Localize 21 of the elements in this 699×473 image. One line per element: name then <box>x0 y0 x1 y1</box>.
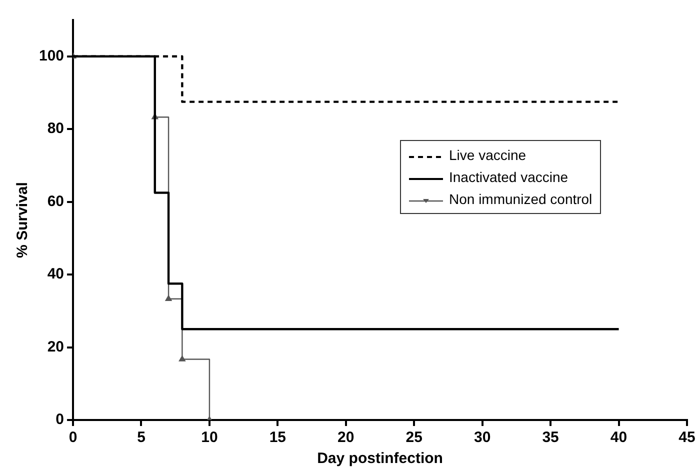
x-tick-label: 0 <box>68 429 78 446</box>
x-tick-label: 45 <box>678 429 696 446</box>
x-tick-label: 5 <box>137 429 146 446</box>
legend-label: Inactivated vaccine <box>449 168 568 187</box>
legend-label: Live vaccine <box>449 146 526 165</box>
x-tick-label: 25 <box>406 429 422 446</box>
y-axis-title: % Survival <box>14 182 32 258</box>
x-tick-label: 20 <box>338 429 354 446</box>
y-tick-label: 80 <box>47 120 64 138</box>
x-tick-label: 15 <box>269 429 286 446</box>
x-tick-label: 30 <box>474 429 491 446</box>
y-tick-label: 0 <box>56 411 64 428</box>
x-tick-label: 10 <box>201 429 218 446</box>
legend-label: Non immunized control <box>449 190 592 209</box>
y-tick-label: 60 <box>47 192 64 210</box>
x-tick-label: 40 <box>610 429 628 446</box>
y-tick-label: 20 <box>47 338 64 356</box>
y-tick-label: 100 <box>38 48 64 65</box>
y-tick-label: 40 <box>47 266 64 283</box>
x-tick-label: 35 <box>542 429 559 446</box>
x-axis-title: Day postinfection <box>317 450 443 468</box>
